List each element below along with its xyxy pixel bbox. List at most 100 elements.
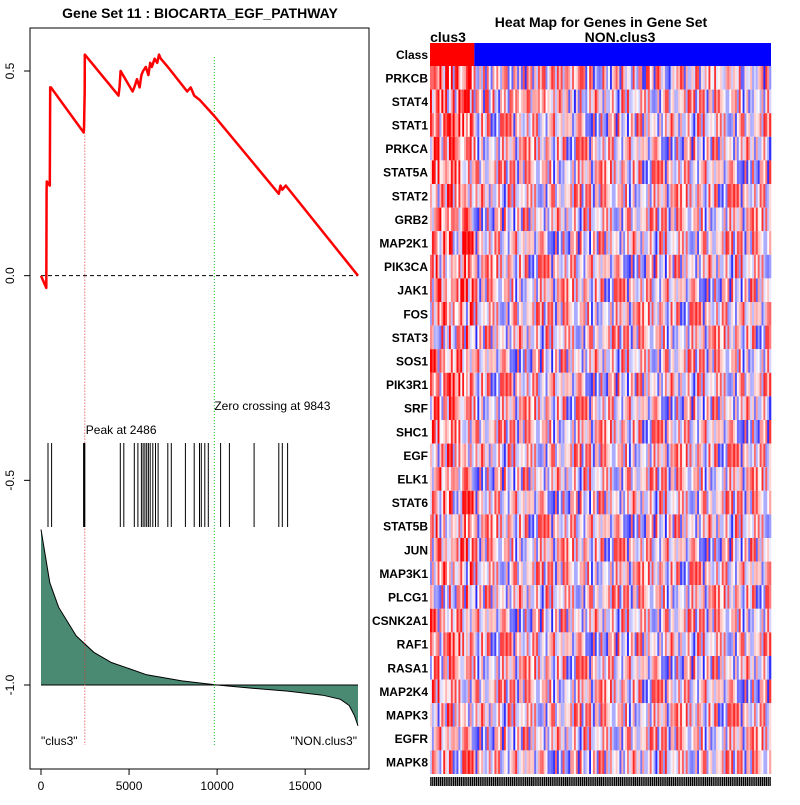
heat-cell	[460, 467, 462, 491]
heat-cell	[493, 420, 495, 444]
heat-cell	[430, 703, 432, 727]
heat-cell	[633, 184, 635, 208]
heat-cell	[566, 113, 568, 137]
heat-cell	[582, 444, 584, 468]
heat-cell	[536, 609, 538, 633]
heat-cell	[458, 444, 460, 468]
heat-cell	[667, 444, 669, 468]
heat-cell	[743, 113, 745, 137]
heat-cell	[625, 562, 627, 586]
heat-cell	[739, 113, 741, 137]
heat-cell	[538, 302, 540, 326]
heat-cell	[690, 632, 692, 656]
heat-cell	[756, 137, 758, 161]
heat-cell	[743, 349, 745, 373]
heat-cell	[583, 302, 585, 326]
heat-cell	[487, 514, 489, 538]
heat-cell	[595, 538, 597, 562]
heat-cell	[430, 113, 432, 137]
heat-cell	[676, 349, 678, 373]
heat-cell	[451, 113, 453, 137]
heat-cell	[716, 420, 718, 444]
heat-cell	[608, 538, 610, 562]
heat-cell	[568, 326, 570, 350]
heat-cell	[447, 184, 449, 208]
heat-cell	[674, 609, 676, 633]
heat-cell	[587, 373, 589, 397]
heat-cell	[638, 444, 640, 468]
heat-cell	[697, 255, 699, 279]
heat-cell	[549, 113, 551, 137]
heat-cell	[449, 585, 451, 609]
heat-cell	[735, 585, 737, 609]
heat-cell	[453, 113, 455, 137]
heat-cell	[633, 656, 635, 680]
heat-cell	[636, 160, 638, 184]
heat-cell	[652, 208, 654, 232]
heat-cell	[532, 538, 534, 562]
heat-cell	[722, 444, 724, 468]
heat-cell	[648, 255, 650, 279]
heat-cell	[494, 113, 496, 137]
heat-cell	[568, 680, 570, 704]
heat-cell	[756, 467, 758, 491]
heat-cell	[570, 113, 572, 137]
heat-cell	[597, 184, 599, 208]
heat-cell	[693, 585, 695, 609]
heat-cell	[631, 255, 633, 279]
heat-cell	[513, 632, 515, 656]
heat-cell	[593, 255, 595, 279]
heat-cell	[462, 113, 464, 137]
heat-cell	[642, 373, 644, 397]
heat-cell	[697, 420, 699, 444]
heat-cell	[475, 66, 477, 90]
heat-cell	[472, 444, 474, 468]
heat-cell	[593, 373, 595, 397]
heat-cell	[769, 184, 771, 208]
heat-cell	[646, 396, 648, 420]
heat-cell	[631, 396, 633, 420]
heat-cell	[527, 113, 529, 137]
heat-cell	[691, 680, 693, 704]
heat-cell	[621, 585, 623, 609]
heat-cell	[462, 609, 464, 633]
heat-cell	[718, 208, 720, 232]
heat-cell	[614, 585, 616, 609]
heat-cell	[610, 113, 612, 137]
heat-cell	[707, 680, 709, 704]
heat-cell	[432, 396, 434, 420]
heat-cell	[710, 396, 712, 420]
heat-cell	[511, 255, 513, 279]
heat-cell	[623, 680, 625, 704]
heat-cell	[483, 160, 485, 184]
heat-cell	[604, 66, 606, 90]
heat-cell	[449, 208, 451, 232]
heat-cell	[707, 420, 709, 444]
heat-cell	[466, 160, 468, 184]
heat-cell	[727, 66, 729, 90]
heat-cell	[496, 90, 498, 114]
heat-cell	[674, 208, 676, 232]
heat-cell	[731, 562, 733, 586]
heat-cell	[618, 302, 620, 326]
heat-cell	[748, 562, 750, 586]
heat-cell	[542, 373, 544, 397]
heat-cell	[627, 491, 629, 515]
heat-cell	[672, 90, 674, 114]
heat-cell	[688, 656, 690, 680]
heat-cell	[576, 184, 578, 208]
heat-cell	[470, 66, 472, 90]
heat-cell	[438, 208, 440, 232]
heat-cell	[710, 491, 712, 515]
heat-cell	[741, 396, 743, 420]
heat-cell	[674, 66, 676, 90]
heat-cell	[625, 137, 627, 161]
heat-cell	[610, 656, 612, 680]
heat-cell	[695, 538, 697, 562]
heat-cell	[449, 538, 451, 562]
heat-cell	[701, 562, 703, 586]
heat-cell	[686, 609, 688, 633]
heat-cell	[623, 349, 625, 373]
heat-cell	[438, 703, 440, 727]
heat-cell	[642, 137, 644, 161]
